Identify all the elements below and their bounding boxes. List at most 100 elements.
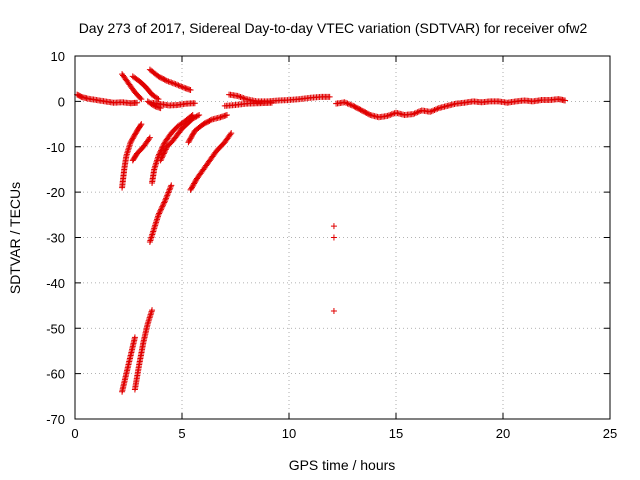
data-point xyxy=(348,102,355,109)
axis-ticks: 0 5 10 15 20 25 10 0 -10 -20 -30 -40 -50 -60 -70 xyxy=(46,49,617,441)
data-point xyxy=(156,209,163,216)
data-point xyxy=(129,136,136,143)
data-point xyxy=(131,132,138,139)
data-point xyxy=(157,105,164,112)
data-point xyxy=(163,193,170,200)
data-point xyxy=(160,200,167,207)
data-point xyxy=(345,101,352,108)
data-point xyxy=(162,146,169,153)
data-point xyxy=(430,107,437,114)
data-point xyxy=(175,82,182,89)
chart-title: Day 273 of 2017, Sidereal Day-to-day VTE… xyxy=(79,20,588,36)
data-point xyxy=(185,139,192,146)
y-tick-label: -20 xyxy=(46,185,65,200)
data-point xyxy=(385,112,392,119)
data-point xyxy=(427,108,434,115)
data-point xyxy=(326,93,333,100)
data-point xyxy=(132,130,139,137)
data-point xyxy=(387,111,394,118)
data-point xyxy=(236,93,243,100)
data-point xyxy=(428,108,435,115)
data-point xyxy=(130,134,137,141)
data-point xyxy=(240,95,247,102)
x-axis-label: GPS time / hours xyxy=(289,457,396,473)
y-tick-label: -60 xyxy=(46,367,65,382)
grid xyxy=(75,56,610,419)
data-point xyxy=(149,102,156,109)
data-point xyxy=(174,81,181,88)
data-point xyxy=(431,106,438,113)
data-point xyxy=(187,135,194,142)
data-point xyxy=(171,80,178,87)
data-point xyxy=(186,136,193,143)
data-point xyxy=(157,207,164,214)
data-point xyxy=(164,192,171,199)
data-point xyxy=(411,110,418,117)
data-point xyxy=(190,114,197,121)
data-point xyxy=(149,307,156,314)
data-point xyxy=(165,78,172,85)
data-point xyxy=(165,188,172,195)
data-point xyxy=(366,111,373,118)
data-point xyxy=(186,137,193,144)
data-point xyxy=(161,198,168,205)
data-point xyxy=(168,182,175,189)
y-tick-label: 10 xyxy=(51,49,65,64)
data-point xyxy=(160,141,167,148)
data-point xyxy=(138,96,145,103)
data-point xyxy=(432,106,439,113)
data-point xyxy=(344,100,351,107)
x-tick-label: 20 xyxy=(496,426,510,441)
data-point xyxy=(158,156,165,163)
data-point xyxy=(187,87,194,94)
data-point xyxy=(155,96,162,103)
data-point xyxy=(178,83,185,90)
data-point xyxy=(167,185,174,192)
data-point xyxy=(187,186,194,193)
outlier-point xyxy=(330,223,337,230)
data-point xyxy=(168,79,175,86)
y-tick-label: -40 xyxy=(46,276,65,291)
data-point xyxy=(128,137,135,144)
data-point xyxy=(162,196,169,203)
data-point xyxy=(191,100,198,107)
data-point xyxy=(188,185,195,192)
data-point xyxy=(384,112,391,119)
data-point xyxy=(196,111,203,118)
data-point xyxy=(241,95,248,102)
data-point xyxy=(191,179,198,186)
data-point xyxy=(155,211,162,218)
data-marks xyxy=(74,66,569,395)
data-point xyxy=(138,121,145,128)
data-point xyxy=(268,99,275,106)
data-point xyxy=(347,101,354,108)
data-point xyxy=(343,99,350,106)
data-point xyxy=(415,108,422,115)
y-tick-label: 0 xyxy=(58,94,65,109)
data-point xyxy=(207,117,214,124)
data-point xyxy=(192,114,199,121)
data-point xyxy=(188,184,195,191)
outlier-point xyxy=(330,234,337,241)
data-point xyxy=(191,180,198,187)
data-point xyxy=(159,153,166,160)
data-point xyxy=(169,80,176,87)
data-point xyxy=(228,130,235,137)
data-point xyxy=(234,92,241,99)
data-point xyxy=(237,93,244,100)
y-tick-label: -30 xyxy=(46,231,65,246)
data-point xyxy=(390,110,397,117)
data-point xyxy=(190,130,197,137)
data-point xyxy=(162,147,169,154)
data-point xyxy=(562,97,569,104)
x-tick-label: 5 xyxy=(178,426,185,441)
outlier-point xyxy=(330,308,337,315)
data-point xyxy=(158,154,165,161)
data-point xyxy=(164,190,171,197)
data-point xyxy=(165,189,172,196)
data-point xyxy=(157,157,164,164)
data-point xyxy=(158,205,165,212)
data-point xyxy=(166,186,173,193)
x-tick-label: 15 xyxy=(389,426,403,441)
data-point xyxy=(179,84,186,91)
